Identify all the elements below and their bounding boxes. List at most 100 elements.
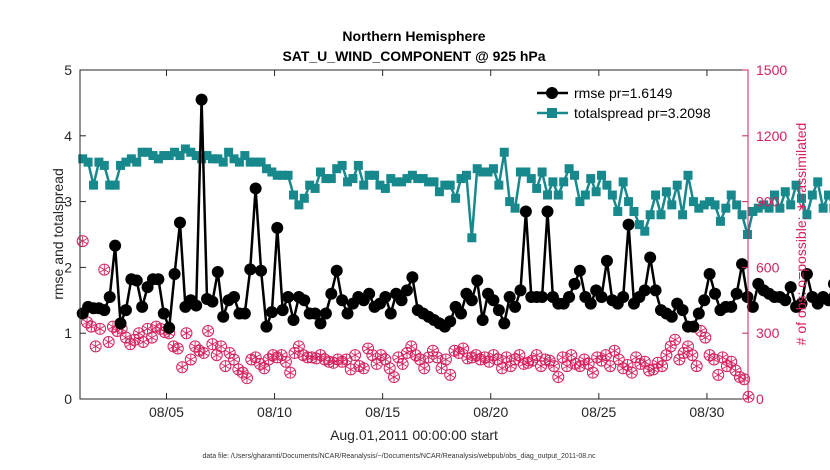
obs-circle-marker bbox=[409, 349, 422, 362]
legend-totalspread-label: totalspread pr=3.2098 bbox=[574, 105, 711, 121]
rmse-point bbox=[255, 264, 268, 277]
rmse-point bbox=[265, 306, 278, 319]
obs-point bbox=[487, 349, 500, 362]
rmse-point bbox=[455, 307, 468, 320]
obs-point bbox=[197, 346, 210, 359]
obs-point bbox=[712, 368, 725, 381]
rmse-point bbox=[282, 291, 295, 304]
totalspread-point bbox=[391, 177, 401, 187]
totalspread-point bbox=[132, 157, 142, 167]
totalspread-point bbox=[353, 160, 363, 170]
obs-point bbox=[418, 362, 431, 375]
obs-circle-marker bbox=[444, 368, 457, 381]
rmse-point bbox=[741, 291, 754, 304]
rmse-point bbox=[341, 307, 354, 320]
y-right-tick-label: 1500 bbox=[756, 62, 787, 78]
totalspread-point bbox=[261, 164, 271, 174]
rmse-point bbox=[163, 321, 176, 334]
obs-point bbox=[176, 361, 189, 374]
obs-circle-marker bbox=[664, 340, 677, 353]
obs-point bbox=[690, 360, 703, 373]
obs-point bbox=[669, 333, 682, 346]
rmse-point bbox=[173, 216, 186, 229]
obs-asterisk-stroke bbox=[91, 343, 101, 350]
totalspread-point bbox=[288, 190, 298, 200]
obs-point bbox=[699, 331, 712, 344]
obs-circle-marker bbox=[422, 351, 435, 364]
totalspread-point bbox=[364, 170, 374, 180]
rmse-point bbox=[276, 304, 289, 317]
obs-asterisk-stroke bbox=[104, 339, 114, 345]
obs-asterisk-stroke bbox=[696, 328, 706, 334]
rmse-point bbox=[98, 304, 111, 317]
obs-asterisk-stroke bbox=[488, 352, 498, 359]
totalspread-point bbox=[742, 230, 752, 239]
obs-asterisk-stroke bbox=[549, 363, 559, 369]
totalspread-point bbox=[159, 151, 169, 161]
y-tick-label: 1 bbox=[64, 325, 72, 341]
totalspread-point bbox=[434, 187, 444, 197]
rmse-point bbox=[119, 304, 132, 317]
rmse-point bbox=[687, 320, 700, 333]
totalspread-point bbox=[521, 167, 531, 177]
tick-layer: 08/05 08/10 08/15 08/20 08/25 08/30 0 1 2 3 4 5 0 300… bbox=[64, 62, 787, 420]
obs-point bbox=[547, 360, 560, 373]
obs-circle-marker bbox=[396, 357, 409, 370]
obs-circle-marker bbox=[426, 344, 439, 357]
totalspread-point bbox=[332, 164, 342, 174]
obs-point bbox=[578, 353, 591, 366]
obs-asterisk-stroke bbox=[359, 365, 369, 372]
obs-circle-marker bbox=[362, 342, 375, 355]
obs-asterisk-stroke bbox=[553, 374, 563, 380]
totalspread-point bbox=[715, 216, 725, 226]
x-tick-label: 08/15 bbox=[365, 404, 400, 420]
totalspread-point bbox=[78, 154, 88, 164]
rmse-point bbox=[698, 294, 711, 307]
totalspread-point bbox=[753, 203, 763, 213]
totalspread-point bbox=[483, 167, 493, 177]
totalspread-point bbox=[375, 180, 385, 190]
obs-circle-marker bbox=[357, 362, 370, 375]
totalspread-point bbox=[591, 187, 601, 197]
totalspread-point bbox=[121, 157, 131, 167]
totalspread-point bbox=[472, 164, 482, 174]
totalspread-point bbox=[688, 197, 698, 207]
obs-asterisk-stroke bbox=[173, 345, 183, 352]
totalspread-point bbox=[380, 183, 390, 193]
data-file-footnote: data file: /Users/gharamti/Documents/NCA… bbox=[202, 453, 596, 460]
obs-asterisk-stroke bbox=[393, 354, 403, 361]
obs-asterisk-stroke bbox=[95, 325, 105, 332]
obs-asterisk-stroke bbox=[411, 352, 421, 359]
obs-point bbox=[742, 390, 755, 403]
totalspread-point bbox=[143, 147, 153, 157]
totalspread-series bbox=[78, 144, 830, 243]
obs-asterisk-stroke bbox=[86, 323, 96, 330]
obs-asterisk-stroke bbox=[670, 336, 680, 343]
obs-point bbox=[375, 349, 388, 362]
obs-asterisk-stroke bbox=[718, 354, 728, 361]
obs-circle-marker bbox=[314, 349, 327, 362]
totalspread-point bbox=[613, 206, 623, 216]
obs-asterisk-stroke bbox=[722, 363, 732, 369]
obs-circle-marker bbox=[89, 340, 102, 353]
totalspread-point bbox=[645, 210, 655, 220]
rmse-point bbox=[244, 263, 257, 276]
rmse-point bbox=[325, 287, 338, 300]
obs-point bbox=[137, 335, 150, 348]
rmse-point bbox=[730, 287, 743, 300]
x-tick-label: 08/10 bbox=[257, 404, 292, 420]
obs-asterisk-stroke bbox=[82, 319, 92, 326]
totalspread-point bbox=[386, 174, 396, 184]
obs-circle-marker bbox=[586, 366, 599, 379]
obs-asterisk-stroke bbox=[609, 347, 620, 354]
chart-title: Northern Hemisphere bbox=[342, 28, 485, 44]
totalspread-point bbox=[683, 170, 693, 180]
obs-circle-marker bbox=[578, 353, 591, 366]
obs-asterisk-stroke bbox=[203, 328, 213, 334]
obs-point bbox=[102, 335, 115, 348]
obs-asterisk-stroke bbox=[207, 341, 217, 348]
obs-point bbox=[703, 349, 716, 362]
rmse-point bbox=[228, 291, 241, 304]
rmse-point bbox=[676, 304, 689, 317]
obs-circle-marker bbox=[604, 360, 617, 373]
